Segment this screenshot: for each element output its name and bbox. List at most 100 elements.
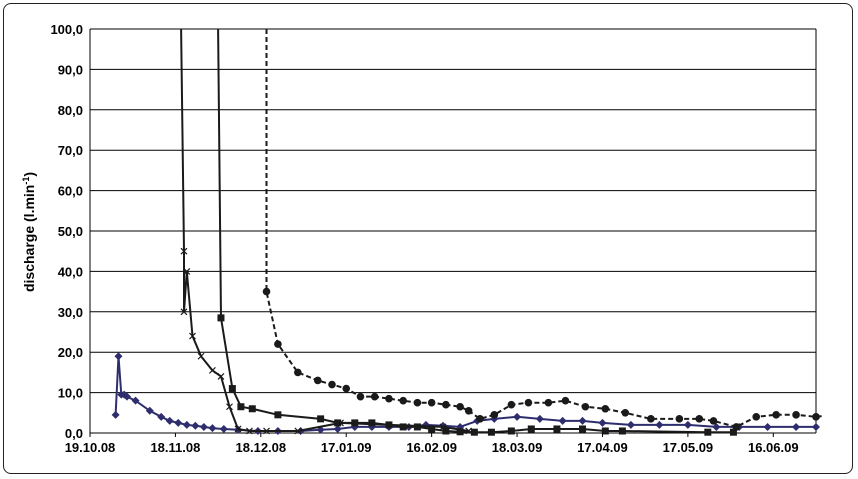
series-2-point bbox=[442, 427, 450, 435]
series-3-point bbox=[772, 411, 780, 419]
series-0-point bbox=[145, 406, 154, 415]
series-3-point bbox=[385, 394, 393, 403]
x-tick-label: 17.05.09 bbox=[663, 440, 714, 455]
series-0-point bbox=[208, 424, 217, 433]
y-axis-label: discharge (l.min-1) bbox=[21, 172, 37, 292]
series-2-point bbox=[470, 428, 478, 436]
series-3-point bbox=[524, 398, 533, 407]
series-3-point bbox=[413, 398, 422, 407]
series-3-point bbox=[370, 392, 379, 401]
y-tick-label: 30,0 bbox=[58, 305, 83, 320]
series-3-point bbox=[274, 340, 282, 348]
x-tick-label: 16.02.09 bbox=[406, 440, 457, 455]
series-2-point bbox=[228, 385, 236, 393]
series-2-point bbox=[579, 425, 587, 433]
series-3-point bbox=[792, 411, 800, 419]
series-2-point bbox=[507, 427, 515, 435]
series-3-point bbox=[476, 415, 484, 423]
series-2-point bbox=[274, 411, 282, 419]
series-3-point bbox=[829, 411, 837, 419]
series-3-point bbox=[732, 423, 741, 431]
chart-frame bbox=[3, 3, 853, 474]
series-group bbox=[111, 29, 837, 436]
series-2-point bbox=[248, 405, 256, 413]
series-3-point bbox=[313, 376, 322, 385]
series-2-point bbox=[601, 427, 609, 435]
series-0-point bbox=[763, 422, 772, 431]
series-0-point bbox=[199, 422, 208, 431]
series-3-point bbox=[812, 413, 820, 421]
series-3-point bbox=[695, 415, 704, 423]
x-tick-label: 16.06.09 bbox=[748, 440, 799, 455]
series-0-point bbox=[123, 392, 132, 401]
series-0-point bbox=[683, 420, 692, 429]
series-2-point bbox=[399, 423, 407, 431]
series-0-point bbox=[157, 412, 166, 421]
series-2-point bbox=[487, 428, 495, 436]
gridlines bbox=[89, 28, 817, 434]
x-tick-label: 19.10.08 bbox=[65, 440, 116, 455]
series-2-point bbox=[729, 428, 737, 436]
series-1-point bbox=[189, 332, 196, 340]
series-0-point bbox=[333, 424, 342, 433]
x-tick-label: 17.01.09 bbox=[321, 440, 372, 455]
series-1-point bbox=[197, 352, 205, 360]
series-3-point bbox=[427, 398, 436, 407]
series-3-point bbox=[621, 409, 630, 417]
series-0-point bbox=[513, 412, 522, 421]
series-3-point bbox=[356, 392, 365, 401]
series-2-point bbox=[385, 421, 393, 429]
series-2-point bbox=[217, 314, 225, 322]
series-3-point bbox=[328, 380, 336, 389]
series-0-point bbox=[219, 424, 228, 433]
series-0-point bbox=[598, 418, 607, 427]
x-tick-label: 18.03.09 bbox=[492, 440, 543, 455]
series-1-point bbox=[294, 427, 302, 435]
series-1-point bbox=[183, 267, 191, 275]
series-3-point bbox=[342, 384, 351, 393]
y-tick-label: 100,0 bbox=[50, 22, 83, 37]
series-3-point bbox=[399, 396, 407, 405]
series-0-point bbox=[792, 422, 801, 431]
series-2-point bbox=[413, 423, 421, 431]
y-tick-label: 10,0 bbox=[58, 386, 83, 401]
series-3-point bbox=[675, 415, 684, 423]
y-tick-label: 50,0 bbox=[58, 224, 83, 239]
series-1-point bbox=[180, 308, 188, 316]
series-2-point bbox=[334, 419, 342, 427]
series-1-line bbox=[180, 29, 469, 432]
series-2-point bbox=[704, 428, 712, 436]
y-tick-label: 80,0 bbox=[58, 103, 83, 118]
series-2-point bbox=[618, 427, 626, 435]
series-3-point bbox=[601, 404, 610, 413]
series-3-point bbox=[490, 411, 499, 419]
series-1-point bbox=[246, 427, 253, 435]
x-tick-label: 18.12.08 bbox=[236, 440, 287, 455]
series-2-point bbox=[428, 425, 436, 433]
y-tick-labels: 0,0 10,0 20,0 30,0 40,0 50,0 60,0 70,0 80,0 90,0 1… bbox=[50, 22, 83, 441]
series-0-point bbox=[182, 420, 191, 429]
series-0-point bbox=[114, 352, 123, 361]
series-0-point bbox=[712, 422, 721, 431]
y-tick-label: 70,0 bbox=[58, 143, 83, 158]
series-0-point bbox=[626, 420, 635, 429]
series-0-point bbox=[111, 410, 120, 419]
series-1-point bbox=[263, 427, 270, 435]
series-2-point bbox=[553, 425, 561, 433]
series-3-point bbox=[464, 406, 473, 415]
series-3-point bbox=[294, 368, 302, 377]
series-3-point bbox=[709, 417, 718, 425]
series-3-point bbox=[456, 402, 464, 411]
y-tick-label: 90,0 bbox=[58, 62, 83, 77]
series-2-point bbox=[456, 428, 464, 436]
series-0-point bbox=[812, 422, 820, 431]
x-tick-label: 18.11.08 bbox=[150, 440, 200, 455]
series-2-point bbox=[368, 419, 376, 427]
series-2-line bbox=[217, 29, 734, 434]
series-2-point bbox=[351, 419, 359, 427]
series-1-point bbox=[208, 366, 216, 374]
series-1-point bbox=[234, 425, 242, 433]
series-3-point bbox=[262, 287, 271, 296]
series-3-point bbox=[752, 413, 761, 421]
